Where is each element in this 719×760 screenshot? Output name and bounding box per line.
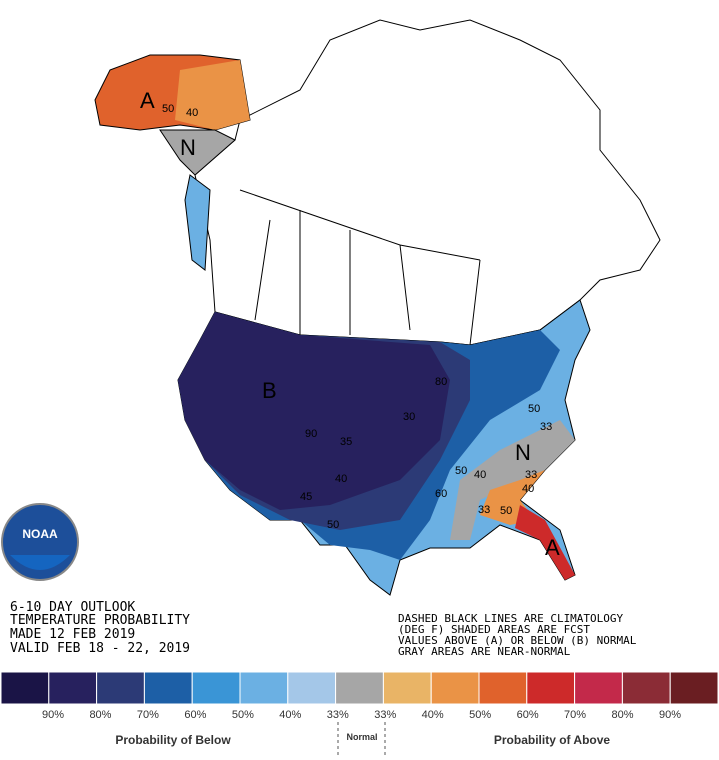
legend-swatch: [621, 671, 671, 705]
navy-core: [178, 312, 450, 510]
note-line: GRAY AREAS ARE NEAR-NORMAL: [398, 645, 571, 658]
legend-swatch: [0, 671, 50, 705]
legend-swatch: [382, 671, 432, 705]
contour-label: 40: [474, 469, 486, 481]
contour-label: 50: [162, 103, 174, 115]
contour-label: 40: [522, 483, 534, 495]
outlook-line: VALID FEB 18 - 22, 2019: [10, 641, 190, 656]
legend-swatch: [574, 671, 623, 705]
legend-swatch: [430, 671, 480, 705]
legend: 90% 80% 70% 60% 50% 40% 33% 33% 40% 50% 60% 70% 80% 9…: [0, 671, 719, 721]
logo-wave: [10, 555, 70, 570]
alaska-light: [175, 60, 250, 130]
outlook-text: 6-10 DAY OUTLOOK TEMPERATURE PROBABILITY…: [10, 600, 190, 656]
gray-area: [450, 420, 575, 540]
legend-label: 33%: [327, 709, 349, 721]
legend-label: 50%: [469, 709, 491, 721]
legend-swatch: [191, 671, 241, 705]
contour-label: 30: [403, 411, 415, 423]
outlook-line: TEMPERATURE PROBABILITY: [10, 613, 190, 628]
contour-label: 33: [478, 504, 490, 516]
map-label: N: [180, 135, 196, 160]
noaa-logo: NOAA: [1, 503, 79, 581]
legend-label: 70%: [564, 709, 586, 721]
legend-heading: Normal: [346, 732, 377, 742]
legend-label: 80%: [612, 709, 634, 721]
note-line: DASHED BLACK LINES ARE CLIMATOLOGY: [398, 612, 624, 625]
legend-heading: Probability of Above: [494, 733, 611, 747]
outlook-line: 6-10 DAY OUTLOOK: [10, 600, 135, 615]
legend-swatch: [526, 671, 576, 705]
map-labels: A N B N A 50 40 80 90 30 35 40 45 50 50 …: [140, 88, 560, 560]
legend-swatch: [287, 671, 337, 705]
alaska-gray: [159, 129, 236, 176]
contour-label: 35: [340, 436, 352, 448]
legend-label: 90%: [659, 709, 681, 721]
contour-label: 60: [435, 488, 447, 500]
province-lines: [239, 189, 481, 346]
contour-label: 50: [528, 403, 540, 415]
contour-label: 40: [335, 473, 347, 485]
contour-label: 40: [186, 107, 198, 119]
contour-label: 50: [500, 505, 512, 517]
legend-swatch: [96, 671, 145, 705]
legend-label: 60%: [517, 709, 539, 721]
legend-label: 70%: [137, 709, 159, 721]
contour-label: 33: [525, 469, 537, 481]
outlook-line: MADE 12 FEB 2019: [10, 627, 135, 642]
legend-label: 80%: [89, 709, 111, 721]
logo-text: NOAA: [22, 527, 58, 541]
map-label: B: [262, 378, 277, 403]
legend-swatch: [239, 671, 289, 705]
legend-label: 33%: [374, 709, 396, 721]
contour-label: 90: [305, 428, 317, 440]
legend-swatch: [335, 671, 384, 705]
legend-swatch: [478, 671, 528, 705]
florida: [515, 505, 575, 580]
legend-swatch: [669, 671, 719, 705]
contour-label: 45: [300, 491, 312, 503]
orange-area: [480, 470, 545, 525]
legend-heading: Probability of Below: [115, 733, 231, 747]
note-line: VALUES ABOVE (A) OR BELOW (B) NORMAL: [398, 634, 637, 647]
contour-label: 33: [540, 421, 552, 433]
note-line: (DEG F) SHADED AREAS ARE FCST: [398, 623, 590, 636]
legend-swatch: [48, 671, 98, 705]
legend-swatch: [143, 671, 193, 705]
map-label: N: [515, 440, 531, 465]
contour-label: 50: [327, 519, 339, 531]
map: [94, 19, 661, 596]
legend-label: 60%: [184, 709, 206, 721]
legend-label: 40%: [279, 709, 301, 721]
legend-label: 50%: [232, 709, 254, 721]
map-label: A: [545, 535, 560, 560]
legend-label: 90%: [42, 709, 64, 721]
map-label: A: [140, 88, 155, 113]
contour-label: 80: [435, 376, 447, 388]
notes-text: DASHED BLACK LINES ARE CLIMATOLOGY (DEG …: [398, 612, 637, 658]
legend-label: 40%: [422, 709, 444, 721]
contour-label: 50: [455, 465, 467, 477]
bc-coast: [184, 174, 211, 271]
canada-outline: [194, 19, 661, 346]
